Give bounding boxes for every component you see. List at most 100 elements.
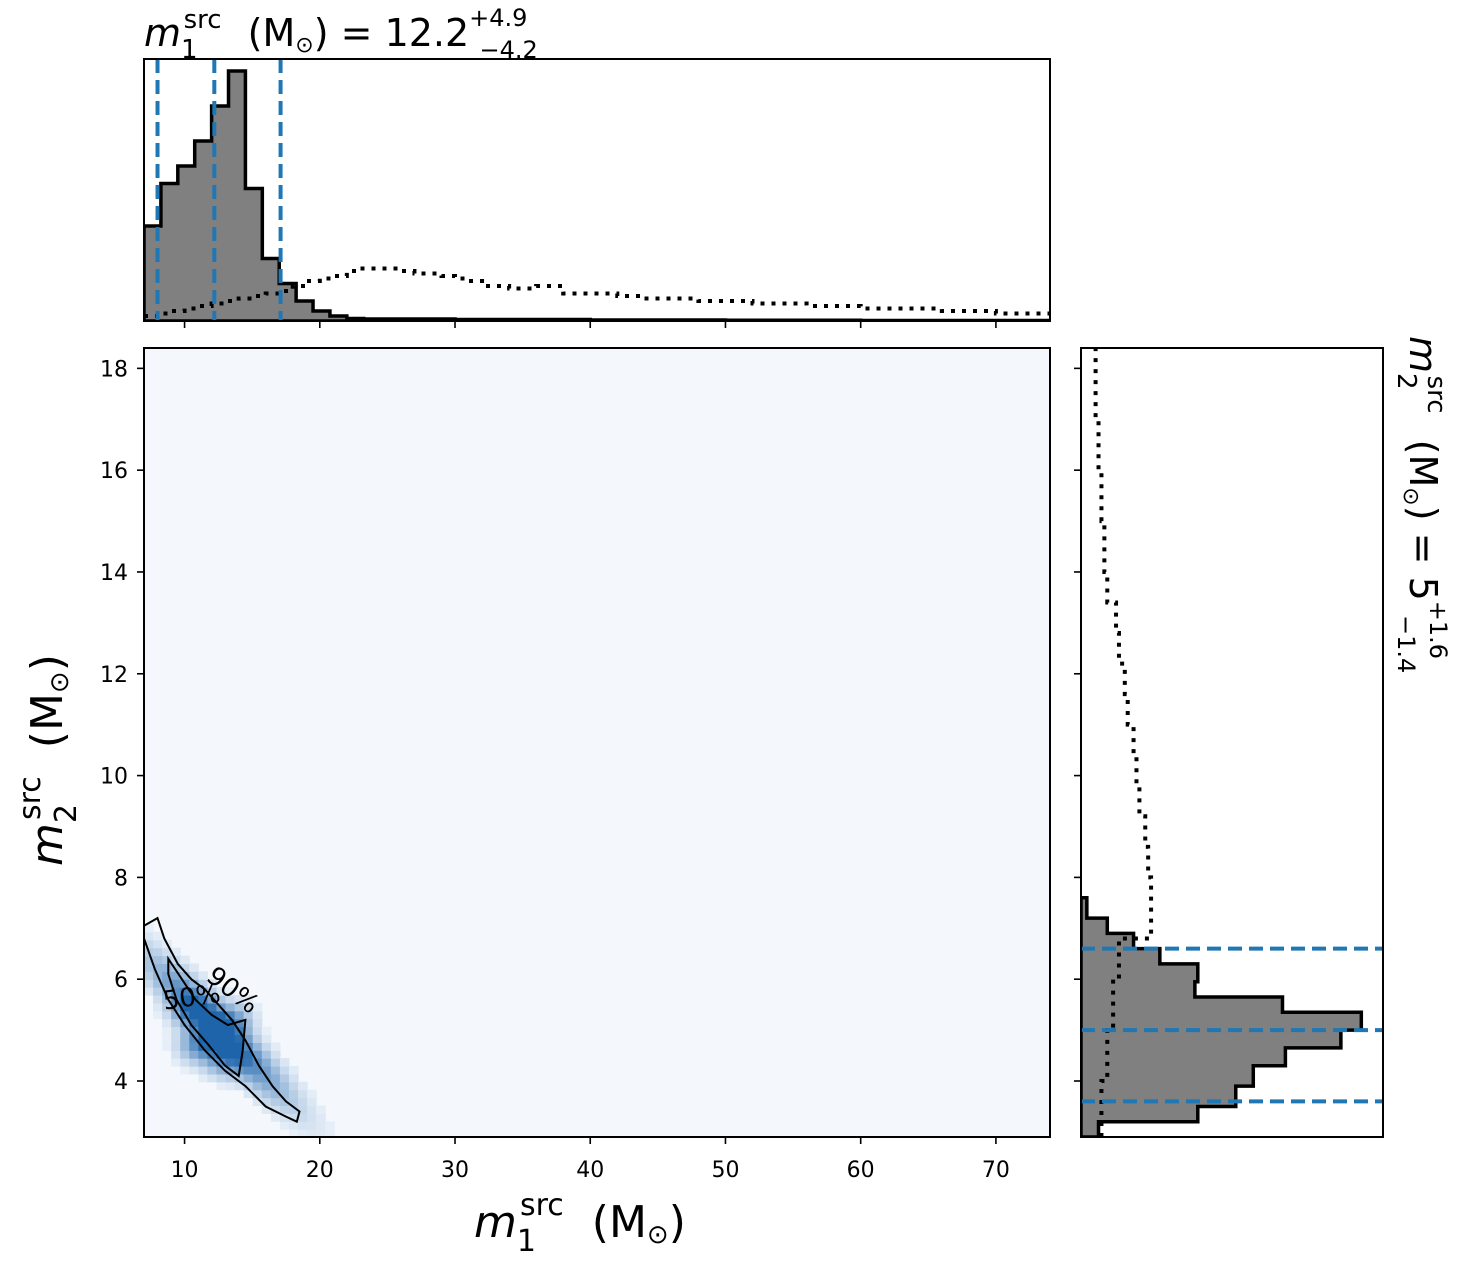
heatmap-cell — [298, 1081, 308, 1091]
heatmap-cell — [279, 1089, 290, 1099]
heatmap-cell — [153, 931, 163, 941]
heatmap-cell — [216, 1065, 227, 1075]
heatmap-cell — [225, 1081, 236, 1091]
heatmap-cell — [171, 1042, 181, 1051]
heatmap-cell — [225, 994, 236, 1004]
heatmap-cell — [207, 1073, 218, 1083]
heatmap-cell — [243, 1026, 254, 1036]
heatmap-cell — [189, 1018, 199, 1028]
heatmap-cell — [144, 979, 154, 988]
heatmap-cell — [189, 1010, 199, 1020]
heatmap-cell — [270, 1097, 281, 1107]
heatmap-cell — [234, 1034, 245, 1043]
heatmap-cell — [279, 1121, 290, 1130]
heatmap-cell — [198, 971, 209, 980]
heatmap-cell — [298, 1113, 308, 1122]
heatmap-cell — [234, 1050, 245, 1059]
heatmap-cell — [307, 1097, 317, 1107]
x-tick-label: 30 — [441, 1158, 469, 1183]
heatmap-cell — [261, 1058, 272, 1067]
heatmap-cell — [180, 1050, 190, 1059]
heatmap-cell — [279, 1065, 290, 1075]
heatmap-cell — [162, 979, 172, 988]
heatmap-cell — [207, 987, 218, 996]
heatmap-cell — [252, 1026, 263, 1036]
heatmap-cell — [307, 1105, 317, 1114]
heatmap-cell — [298, 1105, 308, 1114]
heatmap-cell — [225, 1002, 236, 1012]
heatmap-cell — [180, 1002, 190, 1012]
right-title: m2src (M⊙) = 5+1.6−1.4 — [1391, 336, 1452, 673]
right-marginal-histogram — [1074, 347, 1384, 1138]
heatmap-cell — [216, 1026, 227, 1036]
heatmap-cell — [171, 1002, 181, 1012]
heatmap-cell — [298, 1097, 308, 1107]
heatmap-cell — [153, 987, 163, 996]
heatmap-cell — [288, 1081, 299, 1091]
heatmap-cell — [216, 1034, 227, 1043]
x-tick-label: 10 — [171, 1158, 199, 1183]
y-tick-label: 6 — [114, 968, 128, 993]
y-tick-label: 4 — [114, 1070, 128, 1095]
heatmap-cell — [162, 1034, 172, 1043]
heatmap-cell — [162, 963, 172, 972]
heatmap-cell — [180, 971, 190, 980]
heatmap-cell — [270, 1050, 281, 1059]
heatmap-cell — [279, 1058, 290, 1067]
heatmap-cell — [162, 987, 172, 996]
heatmap-cell — [162, 971, 172, 980]
x-prior-hist — [144, 266, 1050, 318]
heatmap-cell — [162, 1010, 172, 1020]
heatmap-cell — [325, 1129, 335, 1137]
heatmap-cell — [270, 1089, 281, 1099]
heatmap-cell — [207, 1018, 218, 1028]
heatmap-cell — [261, 1105, 272, 1114]
heatmap-cell — [225, 1058, 236, 1067]
heatmap-cell — [189, 979, 199, 988]
heatmap-cell — [207, 1002, 218, 1012]
heatmap-cell — [270, 1065, 281, 1075]
heatmap-cell — [252, 1034, 263, 1043]
heatmap-cell — [171, 963, 181, 972]
heatmap-cell — [171, 947, 181, 957]
heatmap-cell — [234, 1010, 245, 1020]
heatmap-cell — [180, 1065, 190, 1075]
heatmap-cell — [144, 987, 154, 996]
y-posterior-hist-fill — [1081, 897, 1362, 1137]
heatmap-cell — [252, 1050, 263, 1059]
heatmap-cell — [216, 987, 227, 996]
heatmap-cell — [288, 1105, 299, 1114]
heatmap-cell — [216, 1050, 227, 1059]
contour-50 — [167, 955, 247, 1078]
heatmap-cell — [153, 994, 163, 1004]
heatmap-cell — [189, 1065, 199, 1075]
heatmap-cell — [162, 994, 172, 1004]
heatmap-cell — [234, 1081, 245, 1091]
y-tick-label: 16 — [100, 459, 128, 484]
x-tick-label: 20 — [306, 1158, 334, 1183]
heatmap-cell — [225, 1010, 236, 1020]
y-tick-label: 12 — [100, 663, 128, 688]
heatmap-cell — [189, 971, 199, 980]
heatmap-cell — [207, 979, 218, 988]
heatmap-cell — [243, 1050, 254, 1059]
heatmap-cell — [225, 1042, 236, 1051]
heatmap-cell — [198, 1073, 209, 1083]
heatmap-cell — [180, 1042, 190, 1051]
heatmap-cell — [279, 1097, 290, 1107]
heatmap-cell — [298, 1121, 308, 1130]
heatmap-cell — [279, 1113, 290, 1122]
heatmap-cell — [180, 994, 190, 1004]
heatmap-cell — [261, 1042, 272, 1051]
heatmap-cell — [288, 1121, 299, 1130]
heatmap-cell — [243, 1089, 254, 1099]
heatmap-cell — [144, 963, 154, 972]
heatmap-cell — [171, 1034, 181, 1043]
heatmap-cell — [307, 1121, 317, 1130]
heatmap-cell — [153, 1002, 163, 1012]
heatmap-cell — [198, 1050, 209, 1059]
heatmap-cell — [171, 1026, 181, 1036]
heatmap-cell — [162, 955, 172, 965]
heatmap-cell — [252, 1081, 263, 1091]
